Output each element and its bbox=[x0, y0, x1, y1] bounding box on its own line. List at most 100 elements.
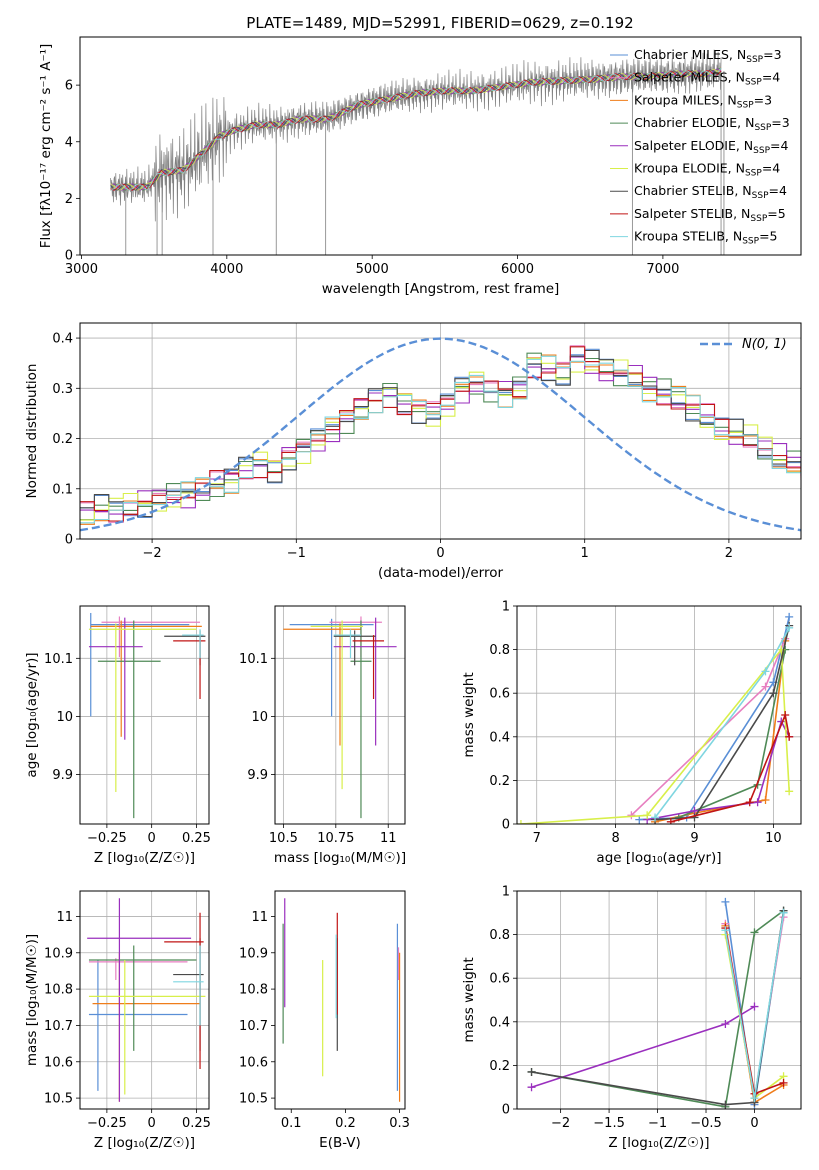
weight-vs-Z-ytick-label: 0.8 bbox=[489, 928, 510, 943]
spectrum-xtick-label: 7000 bbox=[646, 262, 679, 277]
legend-label-2: Salpeter MILES, NSSP=4 bbox=[634, 70, 780, 88]
weight-vs-Z-panel: −2 −1.5 −1 −0.5 0 0 0.2 0.4 0.6 0.8 1 Z [log₁₀(Z/Z☉… bbox=[461, 885, 802, 1151]
legend-subscript: SSP bbox=[754, 123, 771, 133]
age-vs-Z-ytick-label: 9.9 bbox=[52, 768, 73, 783]
weight-line-5 bbox=[531, 1005, 755, 1088]
legend-label-7: Chabrier STELIB, NSSP=4 bbox=[634, 183, 787, 201]
weight-marker-9 bbox=[779, 908, 788, 917]
legend-subscript: SSP bbox=[745, 78, 762, 88]
histogram-series-3 bbox=[80, 354, 801, 525]
residuals-ylabel: Normed distribution bbox=[24, 364, 40, 499]
weight-vs-Z-ylabel: mass weight bbox=[461, 957, 477, 1042]
mass-vs-Z-xtick-label: −0.25 bbox=[87, 1116, 127, 1131]
legend-suffix: =4 bbox=[762, 70, 780, 85]
weight-vs-Z-xtick-label: −2 bbox=[551, 1116, 570, 1131]
weight-vs-age-xtick-label: 8 bbox=[611, 831, 619, 846]
age-vs-Z-plot-area bbox=[88, 612, 206, 819]
legend-label-5: Salpeter ELODIE, NSSP=4 bbox=[634, 138, 789, 156]
spectrum-xtick-label: 6000 bbox=[501, 262, 534, 277]
weight-vs-age-ytick-label: 0.4 bbox=[489, 730, 510, 745]
weight-line-6 bbox=[520, 647, 790, 824]
weight-vs-Z-frame bbox=[516, 890, 802, 1110]
mass-vs-EBV-ytick-label: 11 bbox=[251, 910, 268, 925]
residuals-xtick-label: 1 bbox=[581, 546, 589, 561]
legend-label-gaussian: N(0, 1) bbox=[742, 337, 787, 352]
observed-spectrum-line bbox=[110, 49, 722, 222]
spectrum-xtick-label: 3000 bbox=[65, 262, 98, 277]
mass-vs-Z-ytick-label: 10.5 bbox=[44, 1092, 73, 1107]
age-vs-Z-xlabel: Z [log₁₀(Z/Z☉)] bbox=[94, 850, 195, 866]
weight-vs-age-ytick-label: 0.8 bbox=[489, 643, 510, 658]
weight-vs-age-frame bbox=[516, 605, 802, 825]
mass-vs-Z-xtick-label: 0 bbox=[148, 1116, 156, 1131]
legend-label-4: Chabrier ELODIE, NSSP=3 bbox=[634, 115, 790, 133]
weight-vs-Z-xtick-label: −1 bbox=[648, 1116, 667, 1131]
weight-vs-Z-ytick-label: 0 bbox=[502, 1103, 510, 1118]
spectrum-frame bbox=[79, 36, 802, 256]
age-vs-Z-xtick-label: 0.25 bbox=[182, 831, 211, 846]
weight-marker-6 bbox=[517, 820, 525, 824]
legend-subscript: SSP bbox=[745, 169, 762, 179]
legend-suffix: =5 bbox=[767, 206, 785, 221]
residuals-ytick-label: 0 bbox=[65, 533, 73, 548]
weight-marker-7 bbox=[721, 1100, 730, 1109]
model-fit-line-7 bbox=[110, 69, 722, 191]
weight-vs-age-xtick-label: 7 bbox=[533, 831, 541, 846]
age-vs-Z-frame bbox=[79, 605, 210, 825]
residuals-xlabel: (data-model)/error bbox=[378, 565, 504, 581]
mass-vs-Z-xlabel: Z [log₁₀(Z/Z☉)] bbox=[94, 1135, 195, 1151]
weight-line-8 bbox=[670, 712, 790, 823]
weight-vs-age-xtick-label: 9 bbox=[690, 831, 698, 846]
weight-vs-Z-xtick-label: 0 bbox=[750, 1116, 758, 1131]
mass-vs-EBV-ytick-label: 10.7 bbox=[239, 1019, 268, 1034]
spectrum-ytick-label: 6 bbox=[65, 79, 73, 94]
age-vs-mass-ytick-label: 9.9 bbox=[247, 768, 268, 783]
gaussian-reference-curve bbox=[80, 337, 801, 532]
mass-vs-Z-ylabel: mass [log₁₀(M/M☉)] bbox=[24, 934, 40, 1066]
legend-text: Kroupa MILES, N bbox=[634, 92, 737, 107]
weight-vs-Z-ytick-label: 0.4 bbox=[489, 1015, 510, 1030]
weight-marker-5 bbox=[527, 1083, 536, 1092]
age-vs-mass-xtick-label: 10.75 bbox=[317, 831, 354, 846]
legend-subscript: SSP bbox=[750, 214, 767, 224]
mass-vs-Z-frame bbox=[79, 890, 210, 1110]
age-vs-Z-panel: −0.25 0 0.25 9.9 10 10.1 Z [log₁₀(Z/Z☉)] age [l… bbox=[24, 605, 211, 866]
weight-vs-age-ytick-label: 0.6 bbox=[489, 687, 510, 702]
residuals-ytick-label: 0.4 bbox=[52, 332, 73, 347]
weight-marker-8 bbox=[781, 711, 790, 719]
legend-text: Salpeter MILES, N bbox=[634, 70, 745, 85]
spectrum-ylabel: Flux [fλ10⁻¹⁷ erg cm⁻² s⁻¹ A⁻¹] bbox=[38, 44, 54, 249]
histogram-series-9 bbox=[80, 355, 801, 524]
legend-subscript: SSP bbox=[746, 55, 763, 65]
mass-vs-Z-ytick-label: 11 bbox=[56, 910, 73, 925]
histogram-series-4 bbox=[80, 352, 801, 521]
weight-vs-Z-ytick-label: 0.6 bbox=[489, 972, 510, 987]
weight-marker-8 bbox=[666, 817, 675, 824]
legend-label-6: Kroupa ELODIE, NSSP=4 bbox=[634, 161, 780, 179]
histogram-series-7 bbox=[80, 349, 801, 518]
histogram-series-6 bbox=[80, 358, 801, 521]
weight-marker-9 bbox=[785, 623, 794, 632]
legend-text: Kroupa STELIB, N bbox=[634, 229, 742, 244]
weight-marker-8 bbox=[779, 1078, 788, 1087]
weight-marker-7 bbox=[769, 689, 778, 698]
weight-vs-age-ytick-label: 1 bbox=[502, 600, 510, 615]
model-fit-line-6 bbox=[110, 68, 722, 191]
weight-vs-age-xtick-label: 10 bbox=[765, 831, 782, 846]
legend-subscript: SSP bbox=[737, 100, 754, 110]
age-vs-mass-xtick-label: 11 bbox=[380, 831, 397, 846]
weight-vs-age-panel: 7 8 9 10 0 0.2 0.4 0.6 0.8 1 age [log₁₀(age/yr)] ma… bbox=[461, 600, 802, 866]
legend-text: Chabrier MILES, N bbox=[634, 47, 746, 62]
spectrum-ytick-label: 2 bbox=[65, 192, 73, 207]
age-vs-Z-ytick-label: 10 bbox=[56, 710, 73, 725]
legend-label-9: Kroupa STELIB, NSSP=5 bbox=[634, 229, 778, 247]
age-vs-Z-xtick-label: 0 bbox=[148, 831, 156, 846]
weight-line-7 bbox=[655, 625, 790, 821]
weight-marker-1 bbox=[721, 897, 730, 906]
weight-marker-5 bbox=[750, 1002, 759, 1011]
histogram-series-5 bbox=[80, 356, 801, 515]
weight-marker-9 bbox=[721, 926, 730, 935]
residuals-xtick-label: 0 bbox=[436, 546, 444, 561]
spectrum-ytick-label: 4 bbox=[65, 135, 73, 150]
weight-marker-7 bbox=[690, 813, 699, 822]
